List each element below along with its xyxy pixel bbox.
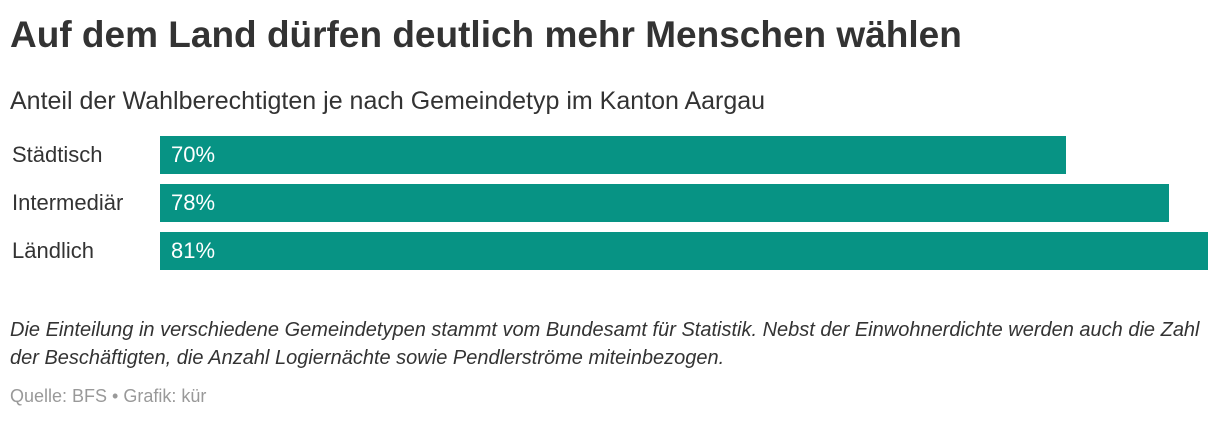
value-label: 81%	[171, 238, 216, 263]
bar-row: Städtisch 70%	[0, 136, 1220, 174]
bar	[160, 136, 1066, 174]
value-label: 70%	[171, 142, 216, 167]
chart-source: Quelle: BFS • Grafik: kür	[10, 386, 207, 406]
bar	[160, 184, 1169, 222]
chart-title: Auf dem Land dürfen deutlich mehr Mensch…	[10, 14, 962, 55]
chart-note: Die Einteilung in verschiedene Gemeindet…	[10, 319, 1200, 369]
category-label: Intermediär	[12, 190, 124, 215]
category-label: Städtisch	[12, 142, 103, 167]
category-label: Ländlich	[12, 238, 94, 263]
bar	[160, 232, 1208, 270]
bar-row: Ländlich 81%	[0, 232, 1220, 270]
value-label: 78%	[171, 190, 216, 215]
chart-subtitle: Anteil der Wahlberechtigten je nach Geme…	[10, 87, 766, 115]
bar-chart: Städtisch 70% Intermediär 78% Ländlich 81%	[0, 136, 1220, 276]
bar-row: Intermediär 78%	[0, 184, 1220, 222]
